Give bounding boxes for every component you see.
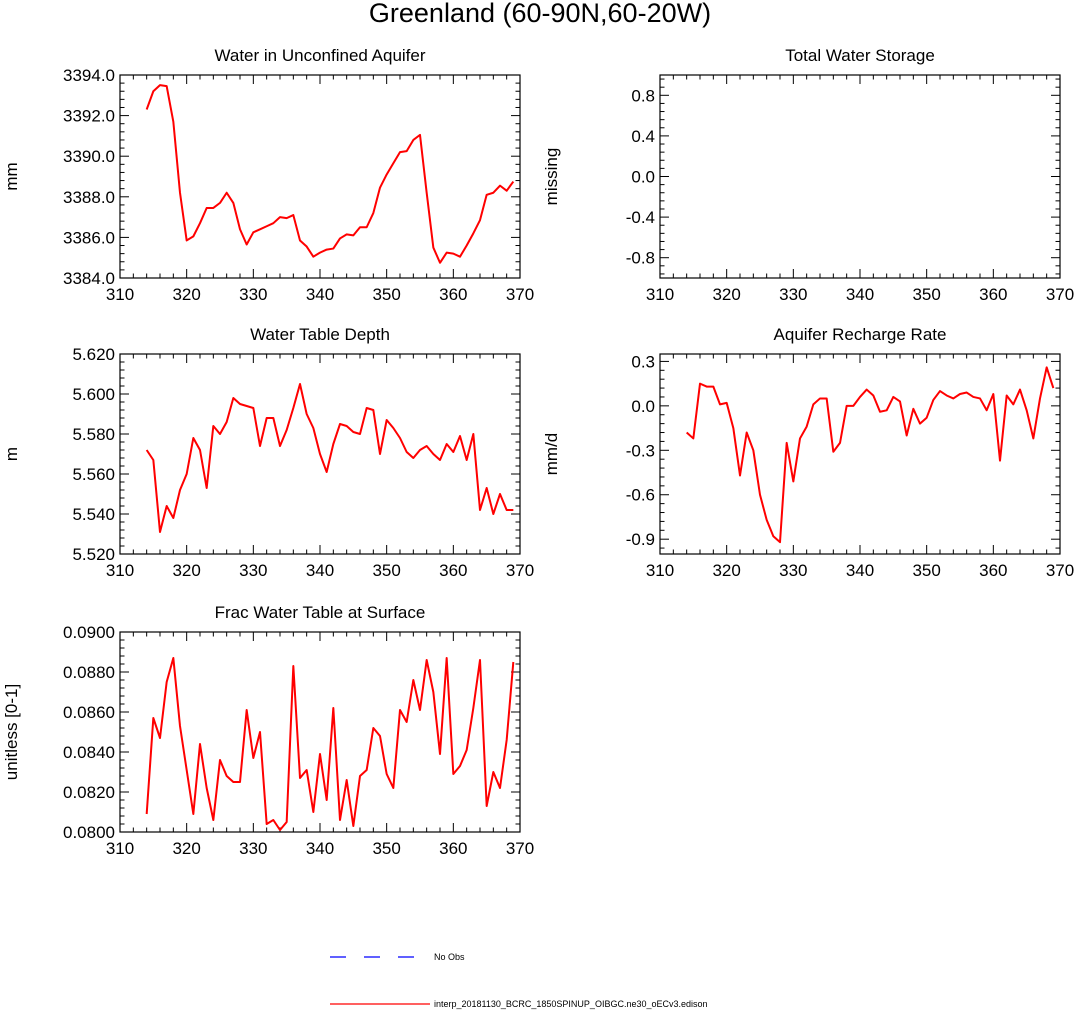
plot-frame [659, 74, 1061, 279]
panel-2: Total Water Storage missing 310 320 330 340 35… [542, 46, 1074, 304]
x-tick-label: 360 [979, 285, 1007, 304]
x-tick-label: 370 [1046, 285, 1074, 304]
figure-title: Greenland (60-90N,60-20W) [369, 0, 711, 28]
x-tick-label: 360 [439, 839, 467, 858]
y-axis-label: mm/d [542, 433, 561, 476]
y-tick-label: 0.4 [631, 127, 655, 146]
x-tick-label: 340 [846, 285, 874, 304]
panel-title: Water in Unconfined Aquifer [214, 46, 425, 65]
y-tick-label: 5.620 [72, 345, 115, 364]
x-tick-label: 310 [646, 285, 674, 304]
y-tick-label: -0.8 [626, 249, 655, 268]
series-line [686, 366, 1055, 544]
y-tick-label: 0.0860 [63, 703, 115, 722]
y-tick-label: 0.0900 [63, 623, 115, 642]
x-tick-label: 360 [439, 561, 467, 580]
panel-5: Frac Water Table at Surface unitless [0-1… [2, 603, 534, 858]
plot-frame [119, 74, 521, 279]
y-tick-label: -0.3 [626, 441, 655, 460]
y-axis-label: m [2, 447, 21, 461]
panel-title: Aquifer Recharge Rate [774, 325, 947, 344]
x-tick-label: 360 [979, 561, 1007, 580]
x-tick-label: 350 [912, 285, 940, 304]
x-tick-label: 320 [172, 561, 200, 580]
y-tick-label: 0.0800 [63, 823, 115, 842]
panel-1: Water in Unconfined Aquifer mm 310 320 330 34… [2, 46, 534, 304]
x-tick-label: 370 [506, 839, 534, 858]
x-tick-label: 330 [239, 839, 267, 858]
panels-group: Water in Unconfined Aquifer mm 310 320 330 34… [2, 46, 1074, 858]
y-tick-label: 3394.0 [63, 66, 115, 85]
y-tick-label: 5.600 [72, 385, 115, 404]
legend-no-obs-label: No Obs [434, 952, 465, 962]
x-tick-label: 310 [106, 561, 134, 580]
y-tick-label: 5.580 [72, 425, 115, 444]
y-axis-label: unitless [0-1] [2, 684, 21, 780]
y-tick-label: 3390.0 [63, 147, 115, 166]
y-tick-label: 5.560 [72, 465, 115, 484]
y-tick-label: 0.0 [631, 397, 655, 416]
x-tick-label: 350 [372, 285, 400, 304]
x-tick-label: 350 [912, 561, 940, 580]
x-tick-label: 370 [1046, 561, 1074, 580]
x-tick-label: 330 [239, 561, 267, 580]
x-tick-label: 310 [106, 839, 134, 858]
x-tick-label: 340 [306, 839, 334, 858]
x-tick-label: 320 [712, 285, 740, 304]
x-tick-label: 320 [172, 839, 200, 858]
x-tick-label: 350 [372, 839, 400, 858]
y-tick-label: 5.520 [72, 545, 115, 564]
x-tick-label: 310 [106, 285, 134, 304]
x-tick-label: 330 [779, 561, 807, 580]
panel-title: Water Table Depth [250, 325, 390, 344]
panel-title: Total Water Storage [785, 46, 935, 65]
y-tick-label: 0.0820 [63, 783, 115, 802]
panel-3: Water Table Depth m 310 320 330 340 350 360 370 5… [2, 325, 534, 580]
y-tick-label: -0.6 [626, 486, 655, 505]
series-line [145, 84, 515, 264]
legend: No Obs interp_20181130_BCRC_1850SPINUP_O… [330, 952, 708, 1009]
x-tick-label: 310 [646, 561, 674, 580]
x-tick-label: 370 [506, 285, 534, 304]
y-tick-label: 3384.0 [63, 269, 115, 288]
y-tick-label: 5.540 [72, 505, 115, 524]
y-axis-label: missing [542, 148, 561, 206]
legend-model-label: interp_20181130_BCRC_1850SPINUP_OIBGC.ne… [434, 999, 708, 1009]
y-tick-label: 0.3 [631, 352, 655, 371]
y-tick-label: 3388.0 [63, 188, 115, 207]
x-tick-label: 330 [779, 285, 807, 304]
y-tick-label: 3386.0 [63, 228, 115, 247]
y-tick-label: -0.4 [626, 208, 655, 227]
panel-title: Frac Water Table at Surface [215, 603, 426, 622]
x-tick-label: 350 [372, 561, 400, 580]
x-tick-label: 330 [239, 285, 267, 304]
x-tick-label: 340 [306, 561, 334, 580]
y-tick-label: 0.0840 [63, 743, 115, 762]
x-tick-label: 320 [172, 285, 200, 304]
panel-4: Aquifer Recharge Rate mm/d 310 320 330 340 350… [542, 325, 1074, 580]
x-tick-label: 340 [306, 285, 334, 304]
y-tick-label: 3392.0 [63, 107, 115, 126]
series-line [145, 657, 515, 831]
x-tick-label: 320 [712, 561, 740, 580]
y-tick-label: 0.0880 [63, 663, 115, 682]
y-axis-label: mm [2, 162, 21, 190]
series-line [145, 383, 514, 533]
x-tick-label: 340 [846, 561, 874, 580]
x-tick-label: 370 [506, 561, 534, 580]
y-tick-label: 0.8 [631, 86, 655, 105]
y-tick-label: 0.0 [631, 168, 655, 187]
x-tick-label: 360 [439, 285, 467, 304]
y-tick-label: -0.9 [626, 530, 655, 549]
